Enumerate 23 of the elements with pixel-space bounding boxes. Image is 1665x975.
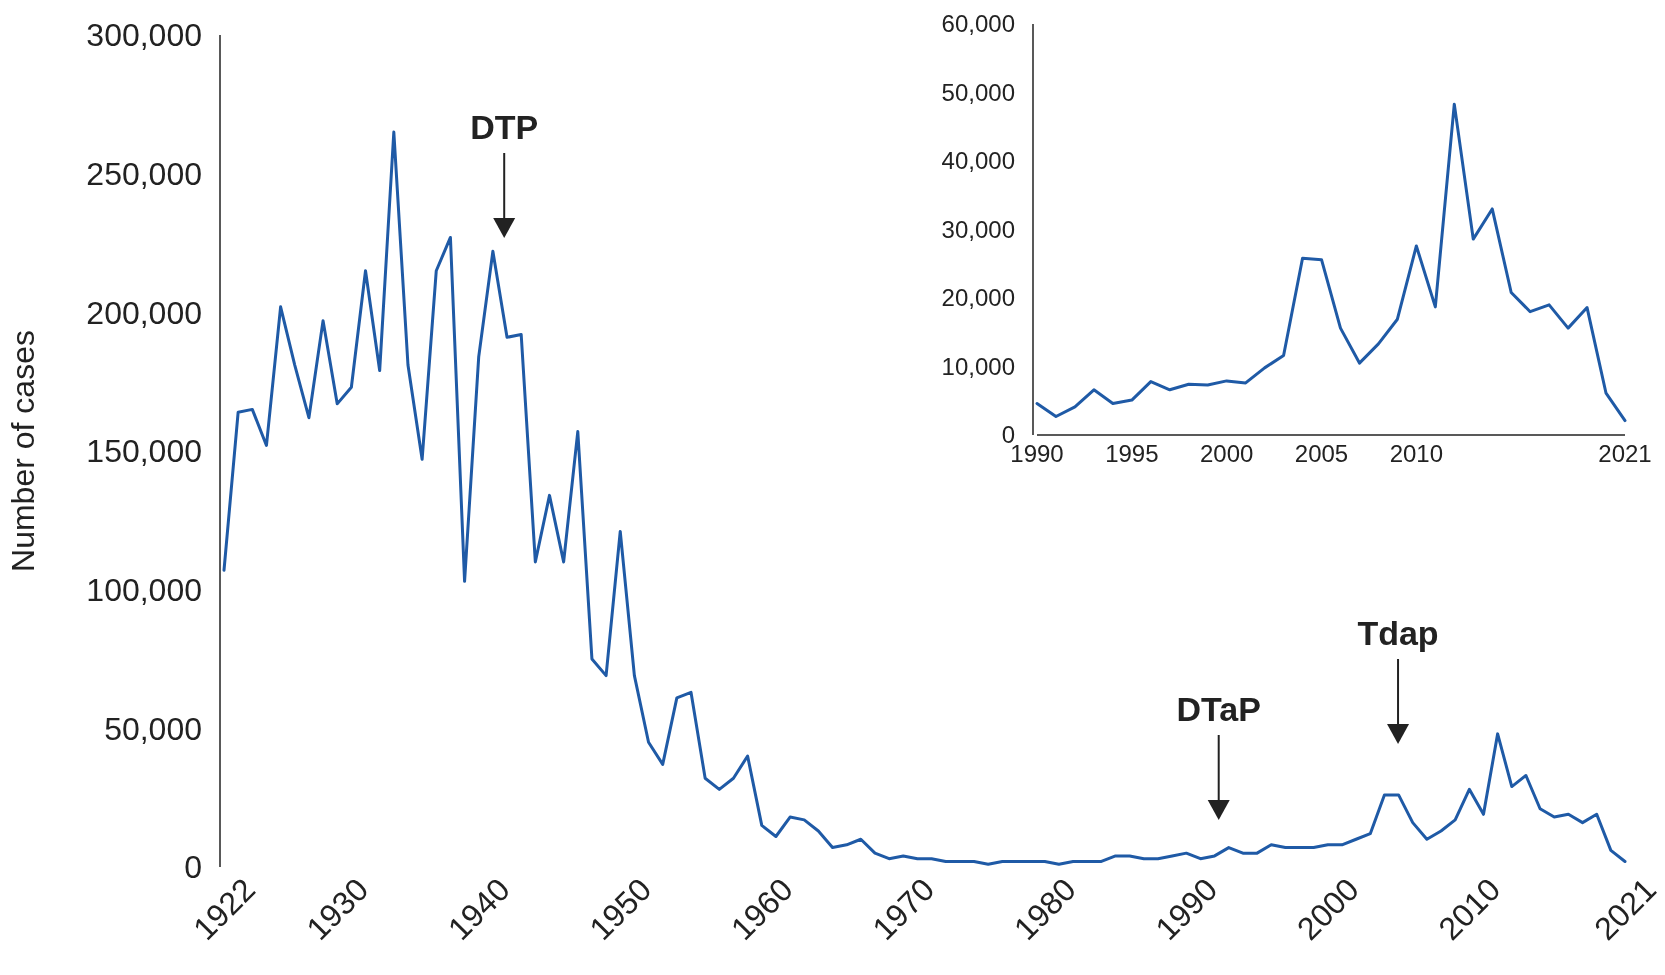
- x-tick-label: 1995: [1105, 440, 1159, 468]
- y-tick-label: 30,000: [941, 215, 1015, 243]
- y-tick-label: 50,000: [104, 710, 202, 747]
- y-tick-label: 250,000: [86, 155, 202, 192]
- y-axis-title: Number of cases: [5, 330, 41, 572]
- annotation: Tdap: [1357, 614, 1439, 652]
- x-tick-label: 2021: [1598, 440, 1652, 468]
- y-tick-label: 100,000: [86, 571, 202, 608]
- y-tick-label: 150,000: [86, 433, 202, 470]
- x-tick-label: 2010: [1389, 440, 1444, 468]
- y-tick-label: 20,000: [941, 284, 1015, 312]
- line-series: [1035, 102, 1627, 423]
- y-tick-label: 300,000: [86, 17, 202, 54]
- annotation: DTP: [470, 108, 539, 146]
- x-tick-label: 2005: [1294, 440, 1349, 468]
- y-tick-label: 0: [184, 849, 202, 886]
- annotation: DTaP: [1176, 690, 1261, 728]
- y-tick-label: 200,000: [86, 294, 202, 331]
- y-tick-label: 40,000: [941, 147, 1015, 175]
- y-tick-label: 60,000: [941, 10, 1015, 38]
- x-tick-label: 2000: [1199, 440, 1254, 468]
- y-tick-label: 50,000: [941, 78, 1015, 106]
- y-tick-label: 10,000: [941, 352, 1015, 380]
